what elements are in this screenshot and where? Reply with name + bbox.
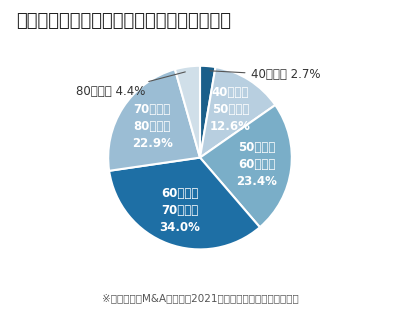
- Wedge shape: [200, 67, 275, 158]
- Wedge shape: [108, 69, 200, 171]
- Wedge shape: [109, 158, 260, 249]
- Text: 40歳未満 2.7%: 40歳未満 2.7%: [210, 69, 320, 82]
- Text: 50歳以上
60歳未満
23.4%: 50歳以上 60歳未満 23.4%: [236, 141, 277, 188]
- Wedge shape: [200, 66, 216, 158]
- Text: 70歳以上
80歳未満
22.9%: 70歳以上 80歳未満 22.9%: [132, 103, 173, 150]
- Wedge shape: [175, 66, 200, 158]
- Text: 80歳以上 4.4%: 80歳以上 4.4%: [76, 72, 185, 98]
- Text: 40歳以上
50歳未満
12.6%: 40歳以上 50歳未満 12.6%: [210, 86, 251, 133]
- Text: 60歳以上
70歳未満
34.0%: 60歳以上 70歳未満 34.0%: [160, 188, 200, 235]
- Wedge shape: [200, 105, 292, 227]
- Text: ※出典　日本M&Aセンター2021年度成約データより再編加工: ※出典 日本M&Aセンター2021年度成約データより再編加工: [102, 293, 298, 303]
- Text: 図表１　譲渡企業の成約時の代表者年齢分布: 図表１ 譲渡企業の成約時の代表者年齢分布: [16, 12, 231, 30]
